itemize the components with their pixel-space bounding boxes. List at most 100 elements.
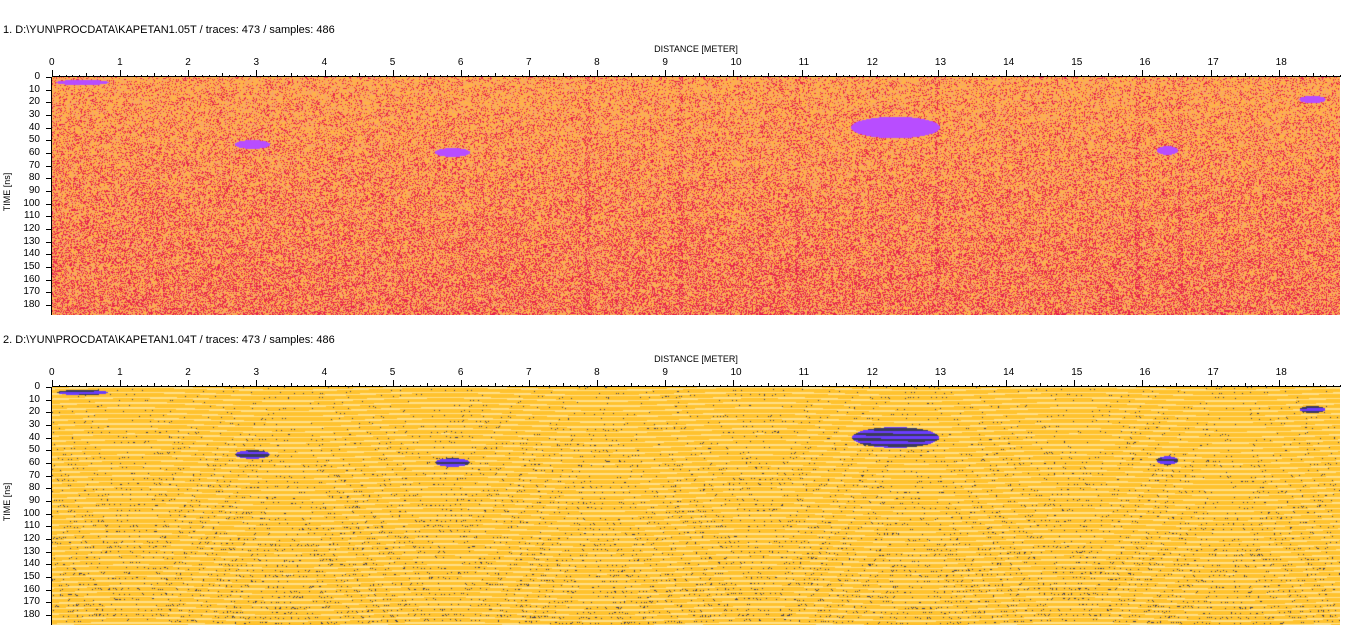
- x-tick: [236, 385, 237, 387]
- x-tick: [440, 75, 442, 77]
- y-tick: [46, 216, 52, 218]
- x-tick: [263, 75, 265, 77]
- x-tick: [590, 385, 592, 387]
- y-tick-label: 70: [28, 469, 40, 481]
- x-tick: [1087, 75, 1089, 77]
- x-tick: [1258, 385, 1260, 387]
- x-tick: [72, 385, 74, 387]
- x-tick: [515, 75, 517, 77]
- x-tick: [338, 385, 340, 387]
- y-tick-label: 160: [23, 273, 40, 285]
- x-tick: [665, 70, 667, 77]
- x-tick: [385, 75, 387, 77]
- x-tick: [460, 380, 462, 387]
- x-tick: [1190, 385, 1192, 387]
- y-tick: [46, 462, 52, 464]
- y-axis-title: TIME [ns]: [2, 482, 12, 522]
- x-tick-label: 9: [662, 367, 668, 378]
- x-tick: [801, 380, 803, 387]
- x-tick: [1244, 73, 1246, 77]
- x-tick-label: 4: [321, 57, 328, 68]
- x-tick: [651, 75, 653, 77]
- y-tick-label: 80: [28, 172, 40, 184]
- x-tick: [242, 75, 244, 77]
- x-tick: [563, 383, 565, 387]
- y-tick-label: 30: [28, 108, 40, 120]
- y-tick-label: 60: [28, 146, 40, 158]
- y-tick: [46, 190, 52, 192]
- y-tick-label: 10: [28, 393, 40, 405]
- x-tick: [781, 385, 783, 387]
- x-tick-label: 10: [730, 367, 742, 378]
- y-tick-label: 80: [28, 482, 40, 494]
- x-tick: [638, 385, 640, 387]
- x-tick: [358, 383, 360, 387]
- x-tick: [576, 385, 578, 387]
- x-tick: [1244, 383, 1246, 387]
- x-tick: [842, 385, 844, 387]
- x-tick: [290, 73, 292, 77]
- x-tick: [201, 385, 203, 387]
- y-tick-label: 30: [28, 418, 40, 430]
- x-tick: [447, 75, 449, 77]
- x-tick: [1326, 75, 1328, 77]
- x-tick: [1169, 385, 1171, 387]
- x-tick: [494, 73, 496, 77]
- x-tick: [890, 385, 892, 387]
- y-tick-label: 170: [23, 596, 40, 608]
- x-tick: [338, 75, 340, 77]
- x-tick: [958, 385, 960, 387]
- x-tick: [1183, 385, 1185, 387]
- x-tick-label: 15: [1071, 367, 1083, 378]
- radargram-image[interactable]: [52, 387, 1340, 625]
- x-tick: [604, 75, 605, 77]
- x-tick: [1190, 75, 1192, 77]
- y-tick-label: 150: [23, 260, 40, 272]
- y-tick: [46, 304, 52, 306]
- x-tick: [1319, 385, 1321, 387]
- x-tick: [454, 385, 456, 387]
- radargram-image[interactable]: [52, 77, 1340, 315]
- x-tick: [317, 75, 319, 77]
- x-tick: [331, 385, 333, 387]
- x-tick: [1251, 75, 1253, 77]
- x-tick: [1299, 75, 1301, 77]
- x-tick: [290, 383, 292, 387]
- x-tick: [890, 75, 892, 77]
- x-tick: [1040, 383, 1042, 387]
- x-tick: [856, 385, 858, 387]
- x-tick-label: 10: [730, 57, 742, 68]
- x-tick: [569, 385, 571, 387]
- y-tick: [46, 450, 52, 452]
- x-tick: [1081, 385, 1083, 387]
- y-axis-title: TIME [ns]: [2, 172, 12, 212]
- x-tick: [310, 75, 312, 77]
- x-tick-label: 7: [526, 367, 532, 378]
- x-tick: [842, 75, 844, 77]
- x-tick-label: 8: [594, 57, 600, 68]
- y-tick-label: 170: [23, 286, 40, 298]
- y-tick-label: 70: [28, 159, 40, 171]
- x-tick-label: 14: [1003, 57, 1015, 68]
- x-tick: [1094, 385, 1096, 387]
- x-tick: [767, 73, 769, 77]
- x-tick: [651, 385, 653, 387]
- x-tick: [1305, 385, 1307, 387]
- y-axis: TIME [ns] 0 10 20 30 40 50 60 70 80 90 100 110 120 13…: [0, 71, 52, 315]
- x-tick: [133, 385, 135, 387]
- x-tick: [794, 385, 796, 387]
- x-tick-label: 2: [185, 367, 191, 378]
- x-tick: [1053, 75, 1055, 77]
- x-tick: [1210, 380, 1212, 387]
- x-tick: [1142, 380, 1144, 387]
- x-tick: [1176, 383, 1178, 387]
- x-tick: [460, 70, 462, 77]
- x-tick: [576, 75, 578, 77]
- x-tick: [583, 385, 585, 387]
- x-tick: [324, 70, 326, 77]
- x-tick: [1285, 75, 1287, 77]
- x-tick: [106, 75, 108, 77]
- x-tick: [931, 385, 933, 387]
- x-tick: [276, 75, 278, 77]
- x-tick: [624, 75, 626, 77]
